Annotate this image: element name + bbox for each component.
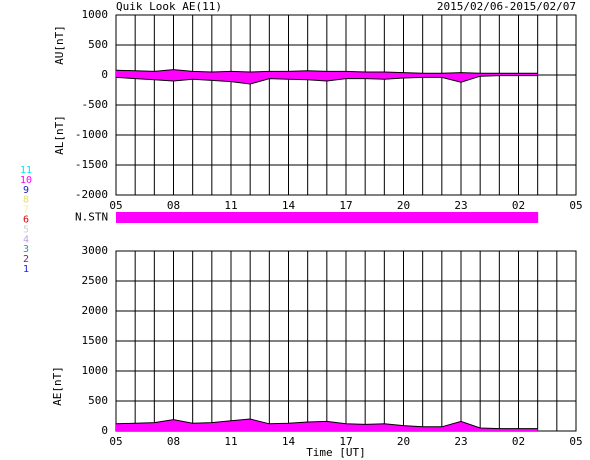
station-bar xyxy=(288,212,309,223)
y-tick-label: 1500 xyxy=(82,334,109,347)
station-bar xyxy=(116,212,136,223)
y-tick-label: 1000 xyxy=(82,8,109,21)
legend-label: 5 xyxy=(23,224,29,235)
x-tick-label: 20 xyxy=(397,435,410,448)
y-tick-label: -1500 xyxy=(75,158,108,171)
x-tick-label: 05 xyxy=(109,199,122,212)
station-bar xyxy=(192,212,213,223)
station-bar xyxy=(250,212,270,223)
station-bar xyxy=(326,212,347,223)
legend-label: 10 xyxy=(20,175,32,186)
y-tick-label: -1000 xyxy=(75,128,108,141)
legend-label: 1 xyxy=(23,264,29,275)
legend-label: 6 xyxy=(23,215,29,226)
x-tick-label: 17 xyxy=(339,199,352,212)
x-tick-label: 23 xyxy=(454,199,467,212)
station-bar xyxy=(480,212,500,223)
y-tick-label: 2000 xyxy=(82,304,109,317)
station-bar xyxy=(461,212,481,223)
x-tick-label: 02 xyxy=(512,435,525,448)
x-tick-label: 08 xyxy=(167,435,180,448)
x-axis-label: Time [UT] xyxy=(306,446,366,459)
x-tick-label: 17 xyxy=(339,435,352,448)
line xyxy=(115,418,538,430)
x-tick-label: 02 xyxy=(512,199,525,212)
chart-subtitle: 2015/02/06-2015/02/07 xyxy=(437,0,576,13)
line xyxy=(115,69,538,74)
x-tick-label: 08 xyxy=(167,199,180,212)
station-bar xyxy=(269,212,289,223)
station-bar xyxy=(441,212,462,223)
x-tick-label: 14 xyxy=(282,435,296,448)
station-bar xyxy=(231,212,251,223)
y-axis-label: AU[nT] xyxy=(53,25,66,65)
station-bar xyxy=(499,212,519,223)
y-tick-label: 0 xyxy=(101,68,108,81)
y-tick-label: 3000 xyxy=(82,244,109,257)
station-bar xyxy=(422,212,443,223)
legend-label: 3 xyxy=(23,244,29,255)
station-bar xyxy=(518,212,539,223)
x-tick-label: 11 xyxy=(224,435,237,448)
x-tick-label: 05 xyxy=(569,199,582,212)
y-axis-label: AE[nT] xyxy=(51,366,64,406)
y-tick-label: -2000 xyxy=(75,188,108,201)
x-tick-label: 20 xyxy=(397,199,410,212)
station-bar xyxy=(135,212,155,223)
station-bar xyxy=(307,212,328,223)
legend-label: 4 xyxy=(23,234,29,245)
line xyxy=(115,75,538,85)
y-axis-label: N.STN xyxy=(75,211,108,224)
x-tick-label: 14 xyxy=(282,199,296,212)
y-axis-label: AL[nT] xyxy=(53,115,66,155)
y-tick-label: 2500 xyxy=(82,274,109,287)
station-bar xyxy=(346,212,366,223)
y-tick-label: 500 xyxy=(88,394,108,407)
station-bar xyxy=(384,212,404,223)
legend-label: 11 xyxy=(20,165,32,176)
y-tick-label: 500 xyxy=(88,38,108,51)
legend-label: 7 xyxy=(23,205,29,216)
x-tick-label: 11 xyxy=(224,199,237,212)
legend-label: 8 xyxy=(23,195,29,206)
station-bar xyxy=(211,212,232,223)
x-tick-label: 05 xyxy=(569,435,582,448)
station-bar xyxy=(403,212,424,223)
x-tick-label: 23 xyxy=(454,435,467,448)
station-bar xyxy=(154,212,174,223)
y-tick-label: -500 xyxy=(82,98,109,111)
y-tick-label: 0 xyxy=(101,424,108,437)
x-tick-label: 05 xyxy=(109,435,122,448)
legend-label: 9 xyxy=(23,185,29,196)
station-bar xyxy=(365,212,385,223)
chart-title: Quik Look AE(11) xyxy=(116,0,222,13)
station-bar xyxy=(173,212,194,223)
y-tick-label: 1000 xyxy=(82,364,109,377)
legend-label: 2 xyxy=(23,254,29,265)
